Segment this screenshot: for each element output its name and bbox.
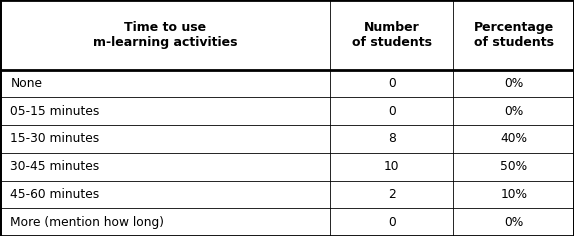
Text: 0: 0 [388,77,395,90]
Text: 0: 0 [388,105,395,118]
Text: 15-30 minutes: 15-30 minutes [10,132,99,145]
Text: 0%: 0% [504,216,523,229]
Text: 8: 8 [388,132,395,145]
Text: 0%: 0% [504,105,523,118]
Text: 30-45 minutes: 30-45 minutes [10,160,99,173]
Text: 0%: 0% [504,77,523,90]
Text: 40%: 40% [500,132,528,145]
Text: 10: 10 [384,160,400,173]
Text: Time to use
m-learning activities: Time to use m-learning activities [93,21,237,49]
Text: 05-15 minutes: 05-15 minutes [10,105,100,118]
Text: 50%: 50% [500,160,528,173]
Text: 0: 0 [388,216,395,229]
Text: None: None [10,77,42,90]
Text: 2: 2 [388,188,395,201]
Text: 45-60 minutes: 45-60 minutes [10,188,99,201]
Text: Percentage
of students: Percentage of students [474,21,554,49]
Text: 10%: 10% [500,188,528,201]
Text: Number
of students: Number of students [352,21,432,49]
Text: More (mention how long): More (mention how long) [10,216,164,229]
